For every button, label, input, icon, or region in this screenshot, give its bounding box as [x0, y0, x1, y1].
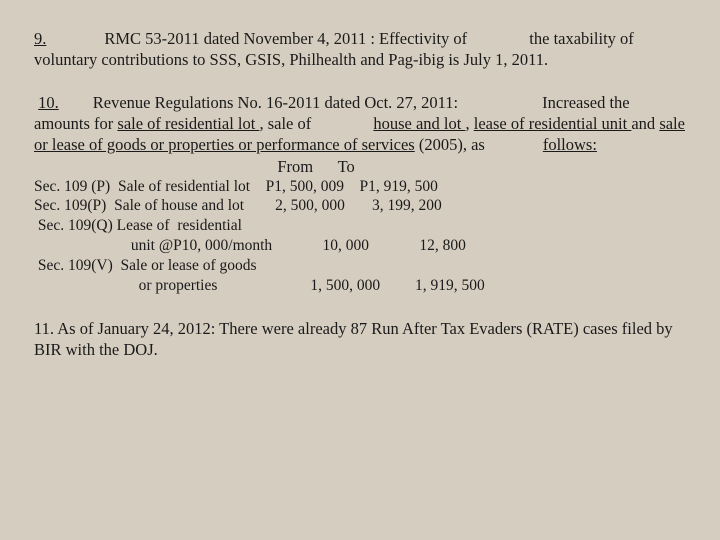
p10-row-4b: or properties 1, 500, 000 1, 919, 500 — [34, 276, 686, 296]
paragraph-11: 11. As of January 24, 2012: There were a… — [34, 318, 686, 360]
p10-header-row: From To — [34, 156, 686, 177]
p10-u1: sale of residential lot — [117, 114, 259, 133]
p10-row-4a: Sec. 109(V) Sale or lease of goods — [34, 256, 686, 276]
item-number-10: 10. — [38, 93, 59, 112]
p11-text: 11. As of January 24, 2012: There were a… — [34, 319, 673, 359]
p10-plain3: and — [631, 114, 659, 133]
p10-follows: follows: — [543, 135, 597, 154]
p10-u3: lease of residential unit — [474, 114, 632, 133]
p10-u2: house and lot — [373, 114, 465, 133]
p10-plain2: , — [465, 114, 473, 133]
paragraph-9: 9. RMC 53-2011 dated November 4, 2011 : E… — [34, 28, 686, 70]
p10-row-1: Sec. 109 (P) Sale of residential lot P1,… — [34, 177, 686, 197]
p10-plain1: , sale of — [259, 114, 315, 133]
paragraph-10: 10. Revenue Regulations No. 16-2011 dated… — [34, 92, 686, 295]
p10-row-3b: unit @P10, 000/month 10, 000 12, 800 — [34, 236, 686, 256]
p10-plain4: (2005), as — [415, 135, 485, 154]
item-number-9: 9. — [34, 29, 46, 48]
p10-intro: 10. Revenue Regulations No. 16-2011 dated… — [34, 92, 686, 155]
p10-row-3a: Sec. 109(Q) Lease of residential — [34, 216, 686, 236]
p9-text-a: RMC 53-2011 dated November 4, 2011 : Eff… — [104, 29, 471, 48]
p10-lead-a: Revenue Regulations No. 16-2011 dated Oc… — [93, 93, 458, 112]
p10-row-2: Sec. 109(P) Sale of house and lot 2, 500… — [34, 196, 686, 216]
